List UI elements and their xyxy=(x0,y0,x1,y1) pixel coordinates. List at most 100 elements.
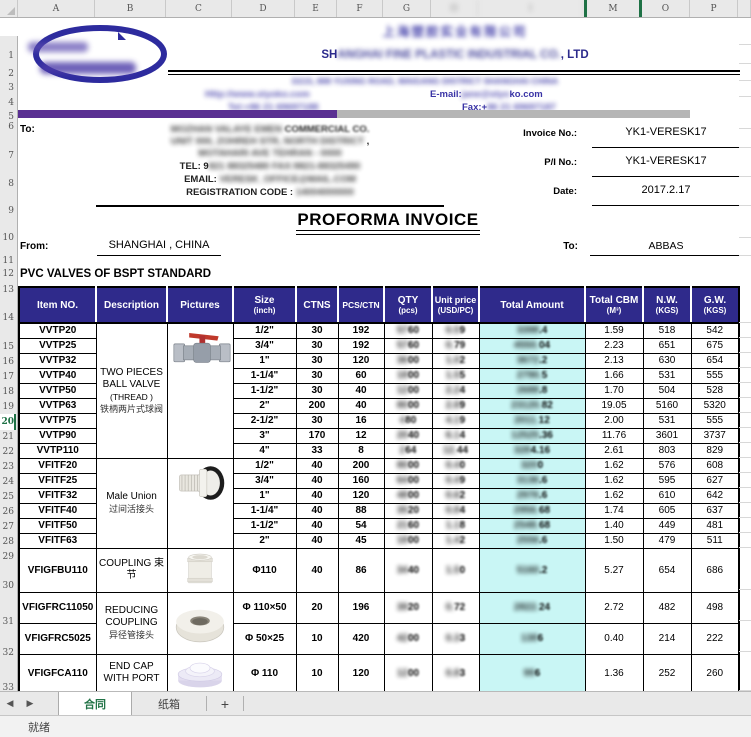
column-header-D[interactable]: D xyxy=(232,0,295,17)
cell-qty[interactable]: 3600 xyxy=(383,352,433,369)
cell-item-no[interactable]: VFITF25 xyxy=(18,472,97,489)
cell-ctns[interactable]: 40 xyxy=(295,487,339,504)
cell-size[interactable]: 4" xyxy=(232,442,297,459)
row-header-13[interactable]: 13 xyxy=(2,285,14,295)
cell-size[interactable]: 1" xyxy=(232,352,297,369)
cell-ctns[interactable]: 40 xyxy=(295,472,339,489)
row-header-22[interactable]: 22 xyxy=(2,447,14,457)
cell-qty[interactable]: 2040 xyxy=(383,427,433,444)
row-header-3[interactable]: 3 xyxy=(8,83,14,93)
column-header-H[interactable]: H xyxy=(431,0,478,17)
cell-ctns[interactable]: 30 xyxy=(295,367,339,384)
cell-total-cbm[interactable]: 1.74 xyxy=(584,502,644,519)
cell-nw[interactable]: 252 xyxy=(642,653,692,691)
cell-nw[interactable]: 449 xyxy=(642,517,692,534)
cell-unit-price[interactable]: 2.89 xyxy=(431,397,480,414)
row-header-5[interactable]: 5 xyxy=(8,112,14,122)
column-header-O[interactable]: O xyxy=(642,0,690,17)
cell-total-amount[interactable]: 1386 xyxy=(478,622,586,655)
cell-ctns[interactable]: 30 xyxy=(295,352,339,369)
cell-item-no[interactable]: VFITF20 xyxy=(18,457,97,474)
cell-item-no[interactable]: VVTP75 xyxy=(18,412,97,429)
cell-description[interactable]: REDUCING COUPLING 异径管接头 xyxy=(95,591,168,655)
row-header-26[interactable]: 26 xyxy=(2,507,14,517)
row-header-1[interactable]: 1 xyxy=(8,51,14,61)
cell-size[interactable]: 3/4" xyxy=(232,472,297,489)
cell-ctns[interactable]: 33 xyxy=(295,442,339,459)
column-header-E[interactable]: E xyxy=(295,0,337,17)
row-header-27[interactable]: 27 xyxy=(2,522,14,532)
row-header-9[interactable]: 9 xyxy=(8,206,14,216)
cell-item-no[interactable]: VFIGFBU110 xyxy=(18,547,97,593)
cell-size[interactable]: 2" xyxy=(232,532,297,549)
row-header-17[interactable]: 17 xyxy=(2,372,14,382)
cell-qty[interactable]: 1200 xyxy=(383,382,433,399)
cell-unit-price[interactable]: 1.02 xyxy=(431,352,480,369)
cell-description[interactable]: TWO PIECES BALL VALVE (THREAD ) 铁柄两片式球阀 xyxy=(95,322,168,459)
cell-ctns[interactable]: 40 xyxy=(295,532,339,549)
cell-item-no[interactable]: VFITF32 xyxy=(18,487,97,504)
cell-unit-price[interactable]: 0.49 xyxy=(431,472,480,489)
cell-pcs-ctn[interactable]: 60 xyxy=(337,367,385,384)
column-header-I[interactable]: I xyxy=(478,0,584,17)
cell-gw[interactable]: 542 xyxy=(690,322,740,339)
cell-pcs-ctn[interactable]: 192 xyxy=(337,322,385,339)
cell-total-cbm[interactable]: 1.66 xyxy=(584,367,644,384)
cell-ctns[interactable]: 40 xyxy=(295,547,339,593)
row-header-21[interactable]: 21 xyxy=(2,432,14,442)
cell-item-no[interactable]: VFITF40 xyxy=(18,502,97,519)
cell-gw[interactable]: 637 xyxy=(690,502,740,519)
cell-nw[interactable]: 651 xyxy=(642,337,692,354)
cell-unit-price[interactable]: 1.50 xyxy=(431,547,480,593)
cell-qty[interactable]: 4800 xyxy=(383,487,433,504)
row-header-4[interactable]: 4 xyxy=(8,98,14,108)
row-header-19[interactable]: 19 xyxy=(2,402,14,412)
cell-pcs-ctn[interactable]: 86 xyxy=(337,547,385,593)
cell-size[interactable]: 1-1/2" xyxy=(232,382,297,399)
cell-size[interactable]: 2" xyxy=(232,397,297,414)
cell-gw[interactable]: 627 xyxy=(690,472,740,489)
cell-total-cbm[interactable]: 19.05 xyxy=(584,397,644,414)
cell-nw[interactable]: 605 xyxy=(642,502,692,519)
cell-qty[interactable]: 480 xyxy=(383,412,433,429)
cell-ctns[interactable]: 30 xyxy=(295,382,339,399)
cell-total-amount[interactable]: 2011.12 xyxy=(478,412,586,429)
cell-pcs-ctn[interactable]: 40 xyxy=(337,397,385,414)
cell-gw[interactable]: 654 xyxy=(690,352,740,369)
cell-total-amount[interactable]: 3136.6 xyxy=(478,472,586,489)
cell-qty[interactable]: 1800 xyxy=(383,367,433,384)
cell-pcs-ctn[interactable]: 88 xyxy=(337,502,385,519)
cell-ctns[interactable]: 40 xyxy=(295,502,339,519)
cell-unit-price[interactable]: 12.44 xyxy=(431,442,480,459)
sheet-tab-inactive[interactable]: 纸箱 xyxy=(158,698,180,711)
column-header-G[interactable]: G xyxy=(383,0,431,17)
row-header-8[interactable]: 8 xyxy=(8,179,14,189)
cell-pcs-ctn[interactable]: 8 xyxy=(337,442,385,459)
cell-unit-price[interactable]: 0.83 xyxy=(431,653,480,691)
cell-item-no[interactable]: VFIGFRC5025 xyxy=(18,622,97,655)
cell-size[interactable]: 2-1/2" xyxy=(232,412,297,429)
cell-ctns[interactable]: 200 xyxy=(295,397,339,414)
cell-ctns[interactable]: 10 xyxy=(295,622,339,655)
row-header-7[interactable]: 7 xyxy=(8,151,14,161)
date-value[interactable]: 2017.2.17 xyxy=(641,184,691,196)
cell-ctns[interactable]: 30 xyxy=(295,322,339,339)
row-header-28[interactable]: 28 xyxy=(2,537,14,547)
cell-nw[interactable]: 5160 xyxy=(642,397,692,414)
cell-description[interactable]: Male Union 过间活接头 xyxy=(95,457,168,549)
invoice-no-value[interactable]: YK1-VERESK17 xyxy=(625,126,707,138)
cell-unit-price[interactable]: 6.14 xyxy=(431,427,480,444)
cell-total-amount[interactable]: 5160.2 xyxy=(478,547,586,593)
next-sheet-icon[interactable]: ▶ xyxy=(26,698,34,708)
sheet-tab-active[interactable]: 合同 xyxy=(58,692,132,715)
pi-no-value[interactable]: YK1-VERESK17 xyxy=(625,155,707,167)
cell-qty[interactable]: 1800 xyxy=(383,532,433,549)
cell-nw[interactable]: 595 xyxy=(642,472,692,489)
cell-gw[interactable]: 829 xyxy=(690,442,740,459)
cell-unit-price[interactable]: 1.42 xyxy=(431,532,480,549)
cell-size[interactable]: 1-1/4" xyxy=(232,502,297,519)
cell-item-no[interactable]: VFITF50 xyxy=(18,517,97,534)
cell-nw[interactable]: 504 xyxy=(642,382,692,399)
cell-nw[interactable]: 214 xyxy=(642,622,692,655)
cell-item-no[interactable]: VFIGFCA110 xyxy=(18,653,97,691)
